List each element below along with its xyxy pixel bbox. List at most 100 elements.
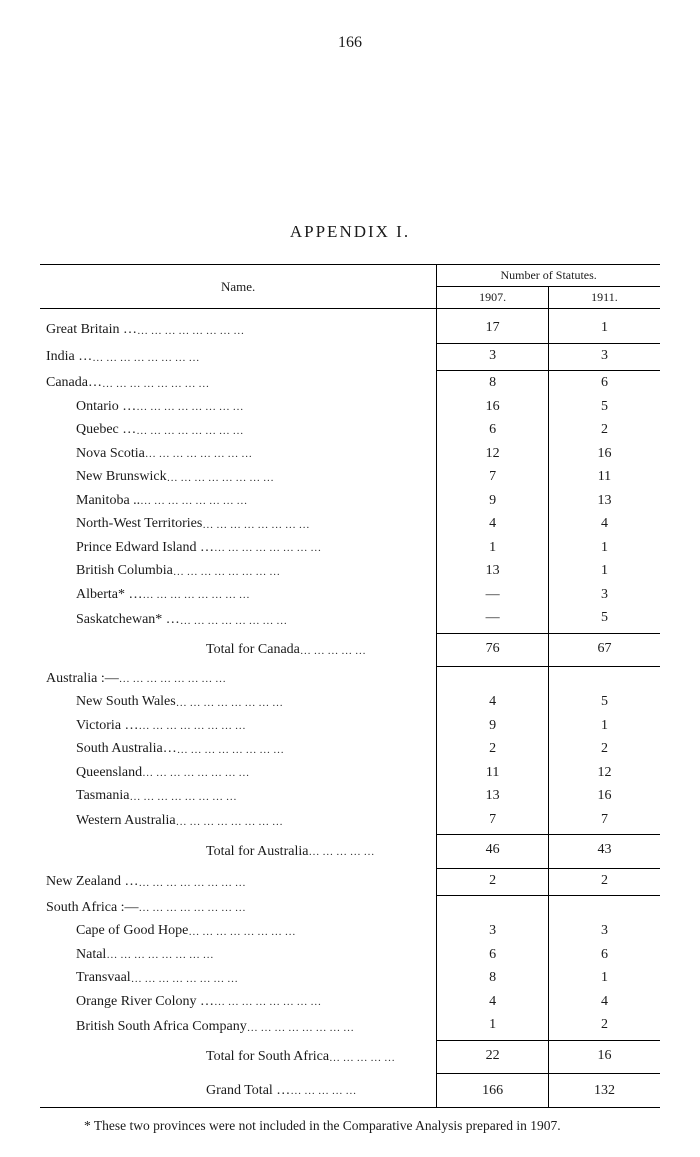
subtotal-row: Total for Australia … … … … … 4643 <box>40 835 660 869</box>
cell-1907: 1 <box>437 1013 549 1040</box>
cell-1911: 3 <box>548 343 660 371</box>
cell-name: Tasmania … … … … … … … … <box>40 784 437 808</box>
table-row: Alberta* … … … … … … … … … —3 <box>40 583 660 607</box>
cell-1907: 8 <box>437 371 549 395</box>
table-row: Orange River Colony … … … … … … … … … 44 <box>40 990 660 1014</box>
cell-1907: 7 <box>437 465 549 489</box>
subtotal-label: Total for Canada <box>46 641 300 659</box>
table-head: Name. Number of Statutes. 1907. 1911. <box>40 265 660 309</box>
cell-1911: 1 <box>548 536 660 560</box>
cell-name: Total for Canada … … … … … <box>40 633 437 667</box>
table-row: Canada… … … … … … … … … 86 <box>40 371 660 395</box>
table-row: North-West Territories … … … … … … … … 4… <box>40 512 660 536</box>
table-row: Victoria … … … … … … … … … 91 <box>40 714 660 738</box>
cell-1911: 5 <box>548 606 660 633</box>
page: 166 APPENDIX I. Name. Number of Statutes… <box>0 0 700 1157</box>
footnote: * These two provinces were not included … <box>40 1118 660 1134</box>
cell-1911: 1 <box>548 309 660 344</box>
cell-name: Alberta* … … … … … … … … … <box>40 583 437 607</box>
table-row: Great Britain … … … … … … … … … 171 <box>40 309 660 344</box>
cell-name: Great Britain … … … … … … … … … <box>40 309 437 344</box>
table-row: Prince Edward Island … … … … … … … … … 1… <box>40 536 660 560</box>
col-1907-header: 1907. <box>437 287 549 309</box>
cell-1907: 6 <box>437 943 549 967</box>
cell-1911: 132 <box>548 1074 660 1108</box>
cell-name: Grand Total … … … … … … <box>40 1074 437 1108</box>
cell-name: Victoria … … … … … … … … … <box>40 714 437 738</box>
table-row: New Zealand … … … … … … … … … 22 <box>40 868 660 896</box>
cell-name: New Brunswick … … … … … … … … <box>40 465 437 489</box>
table-row: South Africa :— … … … … … … … … <box>40 896 660 920</box>
cell-1911: 11 <box>548 465 660 489</box>
cell-1907: 12 <box>437 442 549 466</box>
cell-name: New South Wales … … … … … … … … <box>40 690 437 714</box>
cell-1911: 4 <box>548 990 660 1014</box>
cell-1907: 3 <box>437 343 549 371</box>
cell-1907: 166 <box>437 1074 549 1108</box>
cell-1907: 7 <box>437 808 549 835</box>
cell-1907 <box>437 667 549 691</box>
cell-name: Saskatchewan* … … … … … … … … … <box>40 606 437 633</box>
table-row: Manitoba .. … … … … … … … … 913 <box>40 489 660 513</box>
statutes-table: Name. Number of Statutes. 1907. 1911. Gr… <box>40 264 660 1108</box>
table-row: Western Australia … … … … … … … … 77 <box>40 808 660 835</box>
subtotal-label: Total for South Africa <box>46 1048 329 1066</box>
col-statutes-header: Number of Statutes. <box>437 265 660 287</box>
cell-1907: 13 <box>437 559 549 583</box>
table-row: New South Wales … … … … … … … … 45 <box>40 690 660 714</box>
cell-name: Western Australia … … … … … … … … <box>40 808 437 835</box>
table-row: Queensland … … … … … … … … 1112 <box>40 761 660 785</box>
cell-1907: 6 <box>437 418 549 442</box>
appendix-title: APPENDIX I. <box>40 222 660 242</box>
col-1911-header: 1911. <box>548 287 660 309</box>
col-name-header: Name. <box>40 265 437 309</box>
cell-name: Canada… … … … … … … … … <box>40 371 437 395</box>
table-row: Natal … … … … … … … … 66 <box>40 943 660 967</box>
table-row: Nova Scotia … … … … … … … … 1216 <box>40 442 660 466</box>
cell-name: Ontario … … … … … … … … … <box>40 395 437 419</box>
cell-1907: 13 <box>437 784 549 808</box>
table-row: South Australia… … … … … … … … … 22 <box>40 737 660 761</box>
table-row: Transvaal … … … … … … … … 81 <box>40 966 660 990</box>
table-row: India … … … … … … … … … 33 <box>40 343 660 371</box>
cell-name: British South Africa Company … … … … … …… <box>40 1013 437 1040</box>
cell-1911: 7 <box>548 808 660 835</box>
cell-1911: 16 <box>548 442 660 466</box>
cell-name: Australia :— … … … … … … … … <box>40 667 437 691</box>
cell-1911 <box>548 896 660 920</box>
cell-name: Prince Edward Island … … … … … … … … … <box>40 536 437 560</box>
cell-1907: 76 <box>437 633 549 667</box>
subtotal-label: Total for Australia <box>46 843 308 861</box>
subtotal-label: Grand Total … <box>46 1082 290 1100</box>
table-row: Tasmania … … … … … … … … 1316 <box>40 784 660 808</box>
cell-name: Total for South Africa … … … … … <box>40 1040 437 1074</box>
cell-1911: 1 <box>548 966 660 990</box>
cell-1907: 22 <box>437 1040 549 1074</box>
table-row: Ontario … … … … … … … … … 165 <box>40 395 660 419</box>
cell-1911: 1 <box>548 559 660 583</box>
cell-1911: 3 <box>548 583 660 607</box>
cell-1907: 9 <box>437 489 549 513</box>
cell-name: Orange River Colony … … … … … … … … … <box>40 990 437 1014</box>
cell-1907: 4 <box>437 690 549 714</box>
cell-1907: 46 <box>437 835 549 869</box>
table-body: Great Britain … … … … … … … … … 171India… <box>40 309 660 1108</box>
cell-1911: 12 <box>548 761 660 785</box>
cell-1911: 2 <box>548 868 660 896</box>
page-number: 166 <box>40 34 660 52</box>
cell-1911: 3 <box>548 919 660 943</box>
table-row: New Brunswick … … … … … … … … 711 <box>40 465 660 489</box>
cell-1907: 16 <box>437 395 549 419</box>
cell-name: Nova Scotia … … … … … … … … <box>40 442 437 466</box>
cell-name: British Columbia … … … … … … … … <box>40 559 437 583</box>
cell-1911: 43 <box>548 835 660 869</box>
cell-1907: 4 <box>437 512 549 536</box>
cell-name: New Zealand … … … … … … … … … <box>40 868 437 896</box>
cell-1911: 2 <box>548 1013 660 1040</box>
table-row: Saskatchewan* … … … … … … … … … —5 <box>40 606 660 633</box>
cell-name: Transvaal … … … … … … … … <box>40 966 437 990</box>
cell-1907: 9 <box>437 714 549 738</box>
cell-1911: 13 <box>548 489 660 513</box>
subtotal-row: Total for Canada … … … … … 7667 <box>40 633 660 667</box>
cell-name: North-West Territories … … … … … … … … <box>40 512 437 536</box>
